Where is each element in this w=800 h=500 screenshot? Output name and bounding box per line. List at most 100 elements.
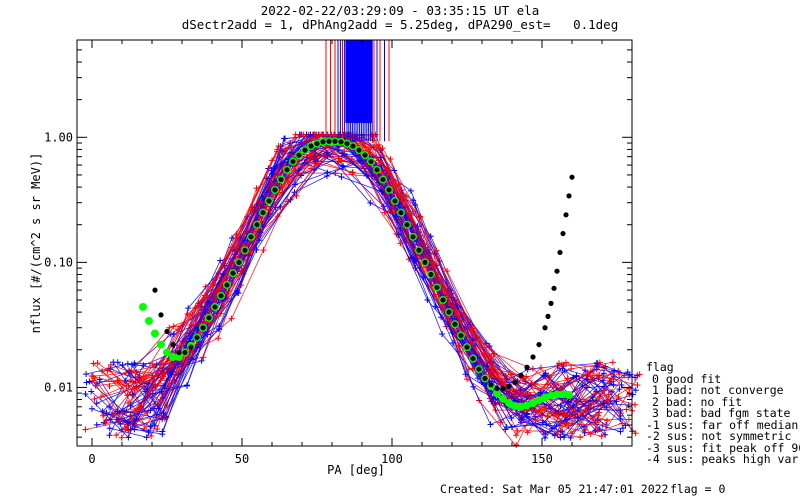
spectrum-point (488, 354, 495, 361)
flag-legend-item: -3 sus: fit peak off 90 (646, 440, 800, 455)
spectrum-point (117, 421, 124, 428)
spectrum-point (464, 376, 471, 383)
spectrum-point (618, 381, 625, 388)
fit-point-black (242, 247, 248, 253)
fit-point-black (566, 193, 572, 199)
spectrum-point (417, 214, 424, 221)
spectrum-point (634, 382, 641, 389)
fit-point-black (266, 198, 272, 204)
spectrum-point (460, 310, 467, 317)
spectrum-point (625, 416, 632, 423)
spectrum-point (184, 311, 191, 318)
chart-title: 2022-02-22/03:29:09 - 03:35:15 UT ela (260, 3, 540, 18)
spectrum-point (563, 359, 570, 366)
spectrum-point (577, 434, 584, 441)
fit-point-black (224, 282, 230, 288)
spectrum-point (573, 372, 580, 379)
fit-point-black (488, 382, 494, 388)
spectrum-point (282, 145, 289, 152)
fit-point-black (416, 247, 422, 253)
spectrum-point (292, 131, 299, 138)
fit-point-black (446, 309, 452, 315)
spectrum-point (632, 430, 639, 437)
spectrum-point (340, 163, 347, 170)
plot-frame (76, 39, 633, 447)
spectrum-point (555, 411, 562, 418)
spectrum-point (130, 420, 137, 427)
fit-point-black (524, 364, 530, 370)
spectrum-point (524, 429, 531, 436)
spectrum-point (253, 185, 260, 192)
fit-point-black (356, 147, 362, 153)
spectrum-trace (113, 134, 609, 416)
spectrum-point (92, 382, 99, 389)
spectrum-point (82, 391, 89, 398)
spectrum-point (543, 421, 550, 428)
flag-legend-title: flag (646, 360, 674, 374)
spectrum-point (131, 360, 138, 367)
fit-point-black (554, 268, 560, 274)
spectrum-point (536, 407, 543, 414)
y-tick-label: 0.01 (44, 380, 73, 394)
spectrum-point (502, 426, 509, 433)
fit-point-black (206, 315, 212, 321)
spectrum-point (229, 244, 236, 251)
spectrum-point (159, 416, 166, 423)
spectrum-point (616, 386, 623, 393)
spectrum-point (605, 391, 612, 398)
fit-point-black (434, 284, 440, 291)
fit-point-black (212, 304, 218, 310)
fit-point-black (542, 325, 548, 331)
spectrum-point (313, 160, 320, 167)
spectrum-point (544, 381, 551, 388)
fit-point-black (368, 158, 374, 165)
x-tick-label: 0 (88, 452, 95, 466)
spectrum-point (125, 399, 132, 406)
spectrum-point (113, 432, 120, 439)
fit-point-green (505, 399, 513, 408)
spectrum-point (143, 434, 150, 441)
fit-point-green (169, 353, 177, 362)
spectrum-point (507, 371, 514, 378)
spectrum-point (609, 359, 616, 366)
fit-point-green (151, 329, 159, 338)
spectrum-point (593, 362, 600, 369)
spectrum-point (636, 371, 643, 378)
spectrum-point (357, 157, 364, 164)
fit-point-black (200, 325, 206, 331)
spectrum-point (217, 310, 224, 317)
spectrum-point (617, 428, 624, 435)
spectrum-point (574, 414, 581, 421)
spectrum-point (291, 189, 298, 196)
spectrum-point (287, 196, 294, 203)
spectrum-point (186, 335, 193, 342)
spectrum-point (391, 167, 398, 174)
fit-point-green (529, 399, 537, 408)
fit-point-black (320, 139, 326, 145)
fit-point-black (272, 187, 278, 193)
spectrum-point (610, 381, 617, 388)
spectrum-point (149, 390, 156, 397)
fit-point-green (523, 401, 531, 410)
spectrum-point (106, 383, 113, 390)
fit-point-black (545, 313, 551, 319)
spectrum-point (531, 413, 538, 420)
fit-point-black (308, 143, 314, 149)
spectrum-point (300, 131, 307, 138)
spectrum-point (198, 357, 205, 364)
fit-point-black (194, 335, 200, 341)
spectrum-point (285, 179, 292, 186)
fit-point-green (499, 394, 507, 403)
spectrum-point (338, 173, 345, 180)
spectrum-point (596, 359, 603, 366)
spectrum-point (363, 172, 370, 179)
spectrum-point (598, 433, 605, 440)
fit-point-green (535, 396, 543, 405)
spectrum-point (561, 367, 568, 374)
fit-point-black (278, 176, 284, 183)
fit-point-black (170, 341, 176, 348)
flag-legend-item: -2 sus: not symmetric (646, 429, 792, 443)
spectrum-point (88, 388, 95, 395)
spectrum-point (147, 407, 154, 414)
spectrum-point (127, 426, 134, 433)
